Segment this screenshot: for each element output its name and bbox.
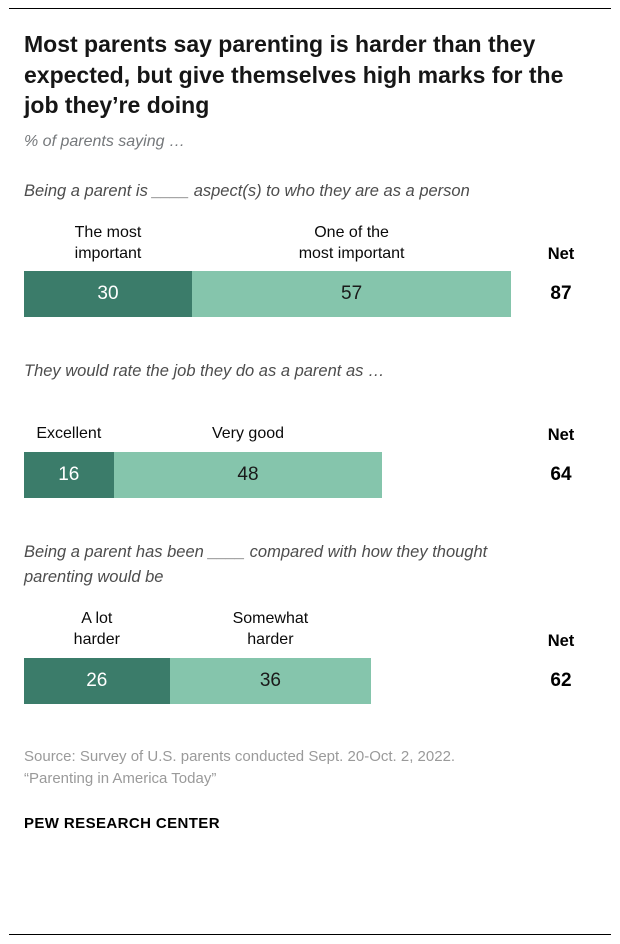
net-header: Net [547,426,575,445]
bar-track: 30 57 [24,271,596,318]
page: Most parents say parenting is harder tha… [0,29,620,832]
bar-segment-dark: 16 [24,452,114,499]
segment-value: 16 [58,464,80,486]
stacked-bar: 26 36 62 [24,657,596,704]
segment-value: 26 [86,669,108,691]
bar-track: 16 48 [24,452,596,499]
source-line-2: “Parenting in America Today” [24,770,217,788]
bottom-rule [9,934,611,935]
bar-segment-light: 36 [169,657,372,704]
bar-segment-light: 48 [113,452,383,499]
segment-label-dark: A lot harder [73,610,120,648]
category-labels-row: The most important One of the most impor… [24,213,596,271]
segment-value: 48 [237,464,259,486]
chart-harder-than-expected: Being a parent has been ____ compared wi… [24,540,596,704]
chart-question: Being a parent is ____ aspect(s) to who … [24,181,470,200]
chart-question: Being a parent has been ____ compared wi… [24,543,488,586]
chart-importance: Being a parent is ____ aspect(s) to who … [24,179,596,318]
bar-segment-dark: 30 [24,271,192,318]
bar-segment-light: 57 [192,271,512,318]
segment-label-light: One of the most important [298,223,405,262]
bar-track: 26 36 [24,657,596,704]
segment-value: 30 [97,283,119,305]
stacked-bar: 16 48 64 [24,452,596,499]
net-header: Net [547,631,575,650]
segment-label-light: Somewhat harder [232,610,309,648]
segment-label-dark: Excellent [36,425,102,443]
bar-segment-dark: 26 [24,657,170,704]
page-title: Most parents say parenting is harder tha… [24,31,564,119]
chart-job-rating: They would rate the job they do as a par… [24,359,596,499]
net-header: Net [547,245,575,264]
segment-value: 36 [259,669,281,691]
segment-label-dark: The most important [74,223,142,262]
source-note: Source: Survey of U.S. parents conducted… [24,746,596,791]
chart-subtitle: % of parents saying … [24,132,185,150]
category-labels-row: Excellent Very good Net [24,394,596,452]
segment-value: 57 [341,283,363,305]
net-value: 62 [550,669,572,691]
chart-question: They would rate the job they do as a par… [24,362,385,381]
pew-research-center-wordmark: PEW RESEARCH CENTER [24,814,220,832]
net-value: 87 [550,283,572,305]
segment-label-light: Very good [211,425,285,443]
stacked-bar: 30 57 87 [24,271,596,318]
category-labels-row: A lot harder Somewhat harder Net [24,600,596,658]
source-line-1: Source: Survey of U.S. parents conducted… [24,747,456,765]
top-rule [9,8,611,9]
net-value: 64 [550,464,572,486]
